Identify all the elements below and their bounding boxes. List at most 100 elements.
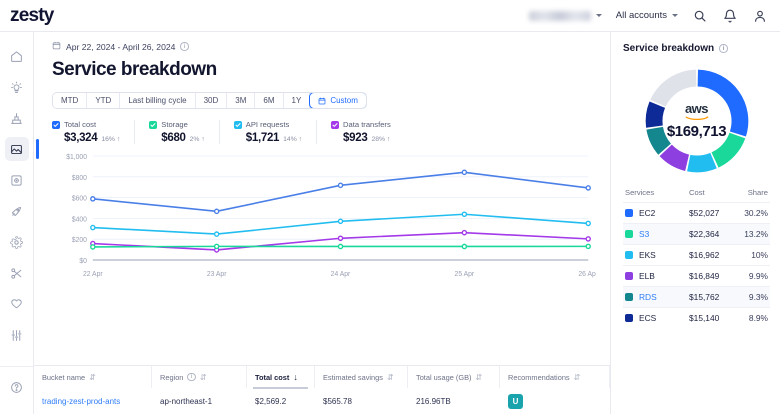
range-30d[interactable]: 30D (195, 93, 228, 108)
cell-recommendations[interactable]: U (500, 393, 610, 409)
donut-segment[interactable] (711, 132, 745, 168)
x-tick-label: 22 Apr (83, 271, 103, 278)
sidebar-item-storage[interactable] (5, 168, 29, 192)
data-point[interactable] (585, 236, 591, 242)
account-selector[interactable] (528, 10, 602, 21)
y-tick-label: $800 (72, 175, 87, 182)
data-point[interactable] (461, 169, 468, 176)
metric-total-cost[interactable]: Total cost $3,324 16% ↑ (52, 120, 134, 144)
all-accounts-dropdown[interactable]: All accounts (616, 10, 678, 21)
info-icon[interactable]: i (187, 372, 196, 382)
sidebar-item-optimization[interactable] (5, 261, 29, 285)
column-header-region[interactable]: Region i ⇵ (152, 366, 247, 388)
recommendation-badge[interactable]: U (508, 393, 523, 409)
service-name[interactable]: EKS (625, 250, 689, 260)
sidebar-item-insights[interactable] (5, 75, 29, 99)
range-1y[interactable]: 1Y (283, 93, 311, 108)
donut-segment[interactable] (659, 144, 689, 171)
table-row[interactable]: trading-zest-prod-ants ap-northeast-1 $2,5… (34, 388, 610, 414)
data-point[interactable] (337, 182, 344, 189)
sort-icon[interactable]: ⇵ (475, 372, 483, 382)
checkbox-checked-icon[interactable] (331, 120, 340, 129)
range-mtd[interactable]: MTD (53, 93, 88, 108)
sidebar-item-help[interactable] (5, 375, 29, 399)
metric-head: Storage (149, 120, 205, 129)
sidebar-item-automation[interactable] (5, 199, 29, 223)
range-6m[interactable]: 6M (255, 93, 284, 108)
service-row[interactable]: S3 $22,364 13.2% (623, 223, 770, 244)
sliders-icon (11, 329, 22, 341)
column-header-total-usage-gb[interactable]: Total usage (GB) ⇵ (408, 366, 500, 388)
sort-icon[interactable]: ⇵ (573, 372, 581, 382)
brand-logo[interactable]: zesty (10, 5, 54, 26)
column-header-estimated-savings[interactable]: Estimated savings ⇵ (315, 366, 408, 388)
column-header-recommendations[interactable]: Recommendations ⇵ (500, 366, 610, 388)
range-3m[interactable]: 3M (227, 93, 256, 108)
data-point[interactable] (337, 243, 344, 250)
service-row[interactable]: ECS $15,140 8.9% (623, 307, 770, 328)
sidebar-item-settings[interactable] (5, 230, 29, 254)
checkbox-checked-icon[interactable] (149, 120, 158, 129)
metric-storage[interactable]: Storage $680 2% ↑ (134, 120, 219, 144)
service-row[interactable]: EKS $16,962 10% (623, 244, 770, 265)
range-ytd[interactable]: YTD (87, 93, 121, 108)
data-point[interactable] (213, 243, 220, 250)
data-point[interactable] (585, 220, 591, 227)
data-point[interactable] (90, 196, 96, 202)
service-row[interactable]: ELB $16,849 9.9% (623, 265, 770, 286)
data-point[interactable] (461, 229, 468, 236)
data-point[interactable] (585, 185, 591, 191)
bell-icon[interactable] (722, 8, 738, 24)
info-icon[interactable]: i (180, 42, 189, 51)
services-col-header: Services (625, 188, 655, 197)
donut-segment[interactable] (645, 126, 671, 155)
range-label: YTD (95, 96, 112, 105)
checkbox-checked-icon[interactable] (233, 120, 242, 129)
date-range[interactable]: Apr 22, 2024 - April 26, 2024 i (52, 41, 596, 52)
checkbox-checked-icon[interactable] (52, 120, 60, 129)
range-custom[interactable]: Custom (309, 93, 366, 108)
sidebar-item-analytics[interactable] (5, 106, 29, 130)
service-name[interactable]: ELB (625, 271, 689, 281)
range-last-billing-cycle[interactable]: Last billing cycle (120, 93, 196, 108)
sort-icon[interactable]: ⇵ (386, 372, 394, 382)
donut-segment[interactable] (649, 69, 696, 107)
service-name[interactable]: ECS (625, 313, 689, 323)
data-point[interactable] (213, 231, 220, 237)
service-row[interactable]: RDS $15,762 9.3% (623, 286, 770, 307)
data-point[interactable] (337, 218, 344, 225)
cost-line-chart[interactable]: $0 $200 $400 $600 $800 $1,000 22 Apr 23 Apr 24 A… (52, 150, 596, 282)
data-point[interactable] (585, 243, 591, 250)
donut-chart[interactable]: aws $169,713 (623, 62, 770, 180)
service-name[interactable]: EC2 (625, 208, 689, 218)
sidebar-item-home[interactable] (5, 44, 29, 68)
data-point[interactable] (90, 224, 96, 231)
sidebar-item-controls[interactable] (5, 323, 29, 347)
donut-segment[interactable] (686, 152, 717, 173)
user-icon[interactable] (752, 8, 768, 24)
metric-delta: 14% ↑ (283, 136, 303, 143)
sort-icon[interactable]: ⇵ (89, 372, 96, 382)
sidebar-item-health[interactable] (5, 292, 29, 316)
service-row[interactable]: EC2 $52,027 30.2% (623, 202, 770, 223)
service-name[interactable]: RDS (625, 292, 689, 302)
metric-api-requests[interactable]: API requests $1,721 14% ↑ (218, 120, 316, 144)
search-icon[interactable] (692, 8, 708, 24)
sidebar-item-service-breakdown[interactable] (4, 137, 39, 161)
service-name[interactable]: S3 (625, 229, 689, 239)
sort-desc-icon[interactable]: ↓ (293, 372, 298, 382)
cost-col-header: Cost (689, 188, 705, 197)
donut-segment[interactable] (645, 101, 665, 128)
column-header-bucket-name[interactable]: Bucket name ⇵ (34, 366, 152, 388)
metric-data-transfers[interactable]: Data transfers $923 28% ↑ (316, 120, 405, 144)
data-point[interactable] (90, 244, 96, 250)
info-icon[interactable]: i (719, 44, 728, 53)
cell-bucket-name[interactable]: trading-zest-prod-ants (42, 396, 121, 406)
data-point[interactable] (337, 235, 344, 242)
sort-icon[interactable]: ⇵ (199, 372, 207, 382)
data-point[interactable] (461, 243, 468, 250)
column-header-total-cost[interactable]: Total cost ↓ (247, 366, 315, 389)
data-point[interactable] (461, 211, 468, 218)
data-point[interactable] (213, 208, 220, 215)
donut-segment[interactable] (697, 69, 748, 137)
